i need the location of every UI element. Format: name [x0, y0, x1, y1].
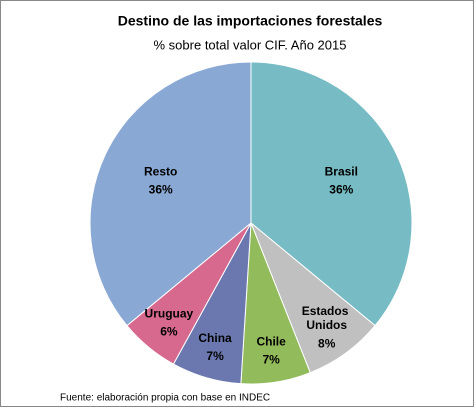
label-line: Unidos	[306, 318, 347, 332]
value-label: 36%	[329, 183, 353, 197]
value-label: 6%	[160, 324, 178, 338]
slice-label: Estados Unidos	[302, 304, 352, 332]
source-note: Fuente: elaboración propia con base en I…	[60, 393, 270, 404]
slice-label: Brasil	[325, 165, 358, 179]
chart-title: Destino de las importaciones forestales	[118, 13, 383, 29]
value-label: 7%	[262, 352, 280, 366]
label-line: Estados	[302, 304, 352, 318]
slice-label: Chile	[256, 334, 286, 348]
pie-slice	[89, 61, 252, 327]
pie-slice	[250, 61, 413, 327]
value-label: 8%	[318, 336, 336, 350]
slice-label: Resto	[144, 165, 177, 179]
value-label: 7%	[206, 349, 224, 363]
value-label: 36%	[149, 183, 173, 197]
slice-label: China	[198, 331, 232, 345]
chart-subtitle: % sobre total valor CIF. Año 2015	[154, 37, 347, 52]
slice-label: Uruguay	[145, 306, 194, 320]
